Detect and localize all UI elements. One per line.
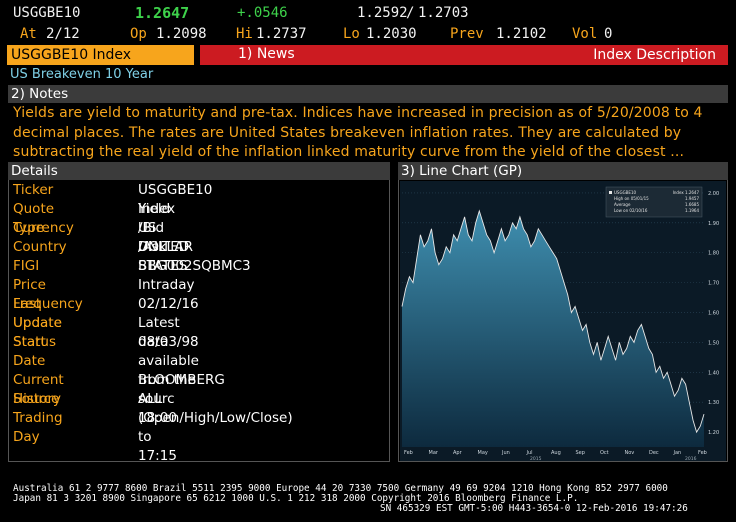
open-label: Op — [130, 26, 147, 42]
notes-line-3: subtracting the real yield of the inflat… — [13, 144, 685, 160]
tab-ticker[interactable]: USGGBE10 Index — [7, 45, 194, 65]
x-tick-label: Jan — [673, 450, 682, 456]
open-value: 1.2098 — [156, 26, 207, 42]
y-tick-label: 1.80 — [708, 251, 719, 257]
x-tick-label: Oct — [600, 450, 609, 456]
legend-swatch — [609, 191, 612, 194]
tab-bar: USGGBE10 Index 1) News Index Description — [0, 45, 736, 65]
notes-text: Yields are yield to maturity and pre-tax… — [13, 104, 723, 163]
legend-label: Average — [614, 202, 631, 207]
details-label: History — [13, 391, 62, 407]
notes-line-2: decimal places. The rates are United Sta… — [13, 124, 682, 141]
details-value: USGGBE10 Index — [138, 182, 213, 217]
high-label: Hi — [236, 26, 253, 42]
y-tick-label: 2.00 — [708, 191, 719, 197]
details-value: 18:00 to 17:15 — [138, 410, 177, 464]
details-label: Price Frequency — [13, 277, 83, 312]
details-header: Details — [8, 162, 390, 180]
x-tick-label: Feb — [404, 450, 413, 456]
legend-box — [605, 186, 703, 218]
details-value: ALL (Open/High/Low/Close) — [138, 391, 293, 426]
x-tick-label: Sep — [576, 450, 585, 456]
x-tick-label: Feb — [698, 450, 707, 456]
legend-value: Index 1.2647 — [673, 190, 700, 195]
last-price: 1.2647 — [135, 4, 190, 22]
tab-news[interactable]: 1) News — [200, 45, 390, 65]
vol-value: 0 — [604, 26, 613, 42]
y-tick-label: 1.20 — [708, 430, 719, 436]
ticker-symbol: USGGBE10 — [13, 5, 81, 21]
notes-line-1: Yields are yield to maturity and pre-tax… — [13, 105, 703, 121]
details-value: US DOLLAR — [138, 220, 193, 255]
at-value: 2/12 — [46, 26, 80, 42]
y-tick-label: 1.40 — [708, 370, 719, 376]
prev-value: 1.2102 — [496, 26, 547, 42]
series-line — [401, 209, 705, 434]
low-value: 1.2030 — [366, 26, 417, 42]
y-tick-label: 1.30 — [708, 400, 719, 406]
quote-header-row2: At 2/12 Op 1.2098 Hi 1.2737 Lo 1.2030 Pr… — [0, 24, 736, 44]
chart-legend: USGGBE10 Index 1.2647 High on 05/01/15 1.94… — [605, 186, 703, 218]
details-label: FIGI — [13, 258, 40, 274]
details-label: Update Status — [13, 315, 62, 350]
legend-label: USGGBE10 — [614, 190, 636, 195]
details-label: Country — [13, 239, 67, 255]
bid-price: 1.2592 — [357, 5, 408, 21]
details-label: Start Date — [13, 334, 46, 369]
details-value: BBG002SQBMC3 — [138, 258, 251, 274]
footer-line-1: Australia 61 2 9777 8600 Brazil 5511 239… — [13, 483, 668, 494]
legend-label: Low on 02/10/16 — [614, 208, 648, 213]
details-label: Quote Type — [13, 201, 55, 236]
x-tick-label: Mar — [429, 450, 439, 456]
area-fill — [402, 210, 704, 447]
x-tick-label: Jun — [501, 450, 510, 456]
details-label: Currency — [13, 220, 74, 236]
vol-label: Vol — [572, 26, 598, 42]
year-label: 2015 — [530, 456, 542, 461]
details-panel — [8, 180, 390, 462]
low-label: Lo — [343, 26, 360, 42]
details-value: 02/12/16 — [138, 296, 199, 312]
details-value: UNITED STATES — [138, 239, 190, 274]
y-tick-label: 1.60 — [708, 311, 719, 317]
x-tick-label: Nov — [625, 450, 635, 456]
details-value: BLOOMBERG — [138, 372, 225, 388]
legend-value: 1.1964 — [685, 208, 699, 213]
x-tick-label: Apr — [453, 450, 463, 456]
x-tick-label: Aug — [551, 450, 561, 456]
line-chart[interactable]: 2.00 1.90 1.80 1.70 1.60 1.50 1.40 1.30 1.20 Feb M… — [400, 181, 726, 461]
footer-line-2: Japan 81 3 3201 8900 Singapore 65 6212 1… — [13, 493, 579, 504]
ask-price: 1.2703 — [418, 5, 469, 21]
page-title: US Breakeven 10 Year — [10, 67, 154, 82]
at-label: At — [20, 26, 37, 42]
year-label: 2016 — [685, 456, 697, 461]
details-label: Last Update — [13, 296, 62, 331]
legend-label: High on 05/01/15 — [614, 196, 649, 201]
details-value: 08/03/98 — [138, 334, 199, 350]
y-tick-label: 1.90 — [708, 221, 719, 227]
footer-line-3: SN 465329 EST GMT-5:00 H443-3654-0 12-Fe… — [380, 503, 688, 514]
x-tick-label: May — [478, 450, 488, 456]
details-label: Current Source — [13, 372, 64, 407]
chart-header[interactable]: 3) Line Chart (GP) — [398, 162, 728, 180]
details-label: Ticker — [13, 182, 54, 198]
details-value: Yield /Bid /Ask — [138, 201, 171, 255]
price-change: +.0546 — [237, 5, 288, 21]
y-tick-label: 1.70 — [708, 281, 719, 287]
quote-header-row1: USGGBE10 1.2647 +.0546 1.2592 / 1.2703 — [13, 4, 469, 22]
notes-header[interactable]: 2) Notes — [8, 85, 728, 103]
legend-value: 1.9457 — [685, 196, 699, 201]
x-tick-label: Jul — [526, 450, 533, 456]
high-value: 1.2737 — [256, 26, 307, 42]
y-tick-label: 1.50 — [708, 340, 719, 346]
details-value: Latest data available from the sourc — [138, 315, 199, 407]
prev-label: Prev — [450, 26, 484, 42]
details-value: Intraday — [138, 277, 195, 293]
legend-value: 1.6685 — [685, 202, 699, 207]
x-tick-label: Dec — [649, 450, 659, 456]
tab-index-description[interactable]: Index Description — [390, 45, 728, 65]
details-label: Trading Day — [13, 410, 63, 445]
